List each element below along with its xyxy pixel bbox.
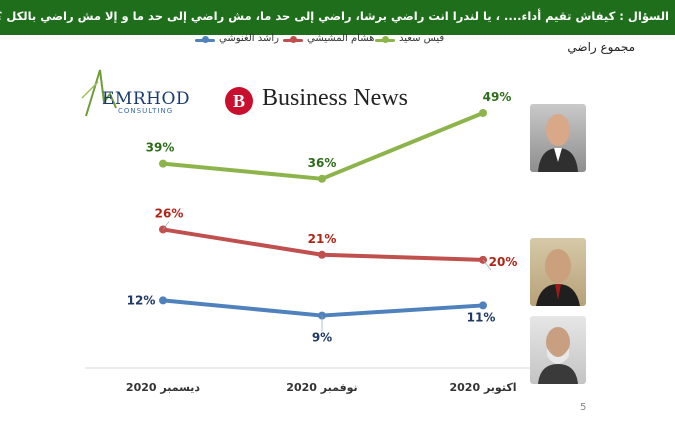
portrait-hichem-mechichi bbox=[530, 238, 586, 306]
portrait-hichem-mechichi-image bbox=[536, 249, 580, 306]
portrait-kais-saied-image bbox=[538, 114, 578, 172]
legend-marker-kais bbox=[382, 36, 389, 43]
data-label-rached: 11% bbox=[467, 310, 496, 324]
data-point-kais bbox=[318, 174, 326, 183]
data-label-leader bbox=[482, 259, 492, 271]
data-point-kais bbox=[159, 159, 167, 168]
portrait-kais-saied bbox=[530, 104, 586, 172]
data-point-kais bbox=[479, 108, 487, 117]
x-tick-label: نوفمبر 2020 bbox=[286, 381, 357, 394]
portrait-rached-ghannouchi-image bbox=[538, 327, 578, 384]
data-point-hichem bbox=[318, 250, 326, 259]
data-point-rached bbox=[159, 296, 167, 305]
emrhod-logo-sub: CONSULTING bbox=[118, 107, 174, 115]
business-news-logo-text: Business News bbox=[262, 85, 409, 111]
page-number: 5 bbox=[580, 402, 587, 413]
legend-label-hichem: هشام المشيشي bbox=[307, 33, 375, 44]
data-label-kais: 39% bbox=[146, 141, 175, 155]
legend-marker-hichem bbox=[290, 36, 297, 43]
x-tick-label: اكتوبر 2020 bbox=[450, 381, 517, 394]
legend-label-kais: قيس سعيد bbox=[399, 33, 445, 44]
chart-subtitle: مجموع راضي bbox=[567, 40, 635, 54]
data-label-hichem: 26% bbox=[155, 206, 184, 220]
data-label-rached: 9% bbox=[312, 331, 332, 345]
data-label-kais: 49% bbox=[483, 90, 512, 104]
legend-marker-rached bbox=[202, 36, 209, 43]
data-label-leader bbox=[162, 221, 170, 230]
portrait-rached-ghannouchi bbox=[530, 316, 586, 384]
data-point-rached bbox=[479, 301, 487, 310]
business-news-logo-icon: B bbox=[225, 87, 253, 115]
title-banner bbox=[0, 0, 675, 35]
x-tick-label: ديسمبر 2020 bbox=[126, 381, 200, 394]
data-label-hichem: 21% bbox=[308, 232, 337, 246]
data-label-kais: 36% bbox=[308, 156, 337, 170]
chart-legend: راشد الغنوشي هشام المشيشي قيس سعيد bbox=[195, 33, 455, 47]
emrhod-logo bbox=[81, 69, 117, 117]
data-label-rached: 12% bbox=[127, 293, 156, 307]
emrhod-logo-name: EMRHOD bbox=[102, 89, 191, 109]
legend-label-rached: راشد الغنوشي bbox=[219, 33, 279, 44]
svg-text:B: B bbox=[233, 91, 245, 111]
data-label-hichem: 20% bbox=[489, 255, 518, 269]
survey-question: السؤال : كيفاش تقيم أداء.... ، يا لندرا … bbox=[0, 9, 669, 23]
